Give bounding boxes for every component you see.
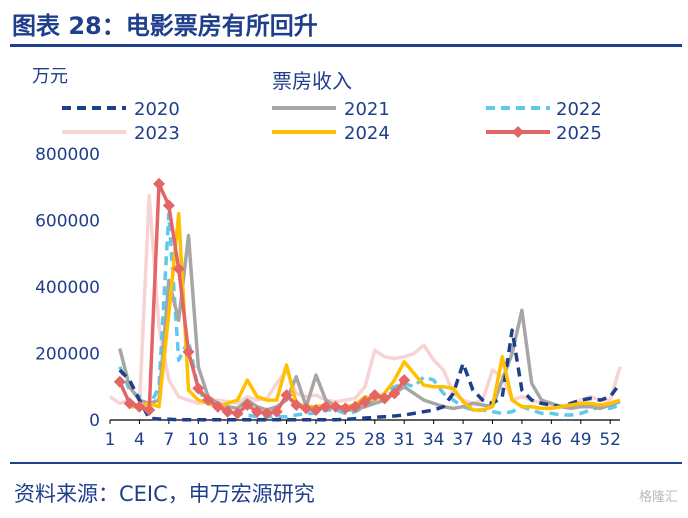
data-point-2025	[211, 400, 224, 413]
x-tick-label: 22	[305, 430, 327, 450]
x-tick-label: 31	[393, 430, 415, 450]
data-point-2025	[241, 399, 254, 412]
legend-label-2020: 2020	[134, 99, 180, 120]
data-point-2025	[388, 387, 401, 400]
data-point-2025	[398, 374, 411, 387]
x-tick-label: 46	[541, 430, 563, 450]
x-tick-label: 25	[335, 430, 357, 450]
x-tick-label: 43	[511, 430, 533, 450]
data-point-2025	[319, 400, 332, 413]
axes: 0 200000 400000 600000 800000 1 4 7 10 13 16 19 22 25…	[35, 145, 621, 450]
data-point-2025	[123, 397, 136, 410]
x-tick-label: 1	[105, 430, 116, 450]
data-point-2025	[260, 407, 273, 420]
data-point-2025	[192, 382, 205, 395]
data-point-2025	[290, 399, 303, 412]
x-tick-label: 7	[163, 430, 174, 450]
data-point-2025	[270, 405, 283, 418]
x-tick-label: 52	[599, 430, 621, 450]
legend-marker-2025	[512, 126, 524, 138]
legend-label-2024: 2024	[344, 123, 390, 144]
y-tick-label: 0	[89, 411, 100, 431]
data-point-2025	[329, 400, 342, 413]
data-point-2025	[359, 395, 371, 408]
x-tick-label: 13	[217, 430, 239, 450]
series-line-2021	[118, 233, 621, 412]
data-point-2025	[202, 394, 215, 407]
data-point-2025	[300, 402, 313, 415]
data-point-2025	[378, 392, 391, 405]
data-point-2025	[153, 177, 166, 190]
figure-title: 图表 28：电影票房有所回升	[12, 12, 318, 40]
data-point-2025	[162, 199, 175, 212]
chart-title: 票房收入	[272, 69, 352, 93]
x-tick-label: 19	[276, 430, 298, 450]
source-divider	[10, 462, 682, 464]
x-tick-label: 4	[134, 430, 145, 450]
data-point-2025	[368, 389, 381, 402]
watermark-logo: 格隆汇	[638, 490, 678, 505]
x-tick-label: 40	[482, 430, 504, 450]
x-tick-label: 28	[364, 430, 386, 450]
y-tick-label: 800000	[35, 145, 100, 165]
series-line-2023	[109, 193, 622, 409]
data-point-2025	[231, 407, 244, 420]
data-point-2025	[339, 402, 352, 415]
series-line-2020	[118, 328, 622, 422]
x-tick-label: 37	[452, 430, 474, 450]
series-layer	[109, 177, 622, 422]
y-tick-label: 200000	[35, 345, 100, 365]
legend-label-2025: 2025	[556, 123, 602, 144]
data-point-2025	[182, 345, 195, 358]
source-note: 资料来源：CEIC，申万宏源研究	[14, 482, 315, 506]
data-point-2025	[251, 405, 264, 418]
legend-label-2023: 2023	[134, 123, 180, 144]
x-tick-label: 16	[246, 430, 268, 450]
data-point-2025	[172, 262, 185, 275]
x-tick-label: 34	[423, 430, 445, 450]
legend-label-2022: 2022	[556, 99, 602, 120]
data-point-2025	[113, 375, 126, 388]
data-point-2025	[133, 400, 146, 413]
data-point-2025	[221, 405, 234, 418]
y-tick-label: 600000	[35, 212, 100, 232]
data-point-2025	[349, 400, 362, 413]
legend-label-2021: 2021	[344, 99, 390, 120]
data-point-2025	[309, 404, 322, 417]
x-tick-label: 10	[187, 430, 209, 450]
y-axis-unit-label: 万元	[32, 66, 68, 87]
data-point-2025	[280, 389, 293, 402]
y-tick-label: 400000	[35, 278, 100, 298]
data-point-2025	[143, 404, 156, 417]
legend: 2020 2021 2022 2023 2024 2025	[62, 99, 602, 144]
title-underline	[10, 44, 682, 47]
x-tick-label: 49	[570, 430, 592, 450]
